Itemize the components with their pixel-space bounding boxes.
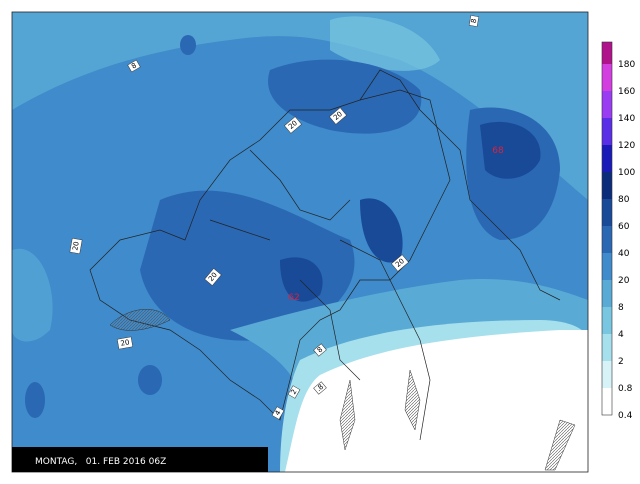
colorbar-label: 120 bbox=[618, 141, 635, 151]
colorbar-swatch bbox=[602, 172, 612, 199]
colorbar-swatch bbox=[602, 118, 612, 145]
caption: MONTAG, 01. FEB 2016 06Z bbox=[35, 457, 166, 467]
colorbar-swatch bbox=[602, 280, 612, 307]
colorbar-label: 160 bbox=[618, 87, 635, 97]
colorbar-swatch bbox=[602, 64, 612, 91]
colorbar-label: 140 bbox=[618, 114, 635, 124]
colorbar-label: 0.4 bbox=[618, 411, 633, 421]
contour-label: 20 bbox=[207, 271, 219, 283]
contour-label: 20 bbox=[332, 110, 344, 122]
colorbar-label: 8 bbox=[618, 303, 624, 313]
colorbar-label: 0.8 bbox=[618, 384, 633, 394]
colorbar-swatch bbox=[602, 334, 612, 361]
colorbar-label: 60 bbox=[618, 222, 630, 232]
colorbar-swatch bbox=[602, 145, 612, 172]
contour-label: 20 bbox=[120, 338, 130, 347]
colorbar: 0.4 0.8 2 4 8 20 40 60 80 100 120 140 160 180 bbox=[601, 41, 635, 421]
colorbar-swatch bbox=[602, 361, 612, 388]
colorbar-label: 2 bbox=[618, 357, 624, 367]
contour-label: 8 bbox=[316, 345, 325, 354]
colorbar-swatch bbox=[602, 226, 612, 253]
colorbar-swatch bbox=[602, 91, 612, 118]
colorbar-swatch bbox=[602, 199, 612, 226]
colorbar-swatch bbox=[602, 307, 612, 334]
contour-label: 20 bbox=[394, 257, 406, 269]
contour-labels: 8 8 20 20 20 20 20 20 8 .8 2 4 bbox=[69, 15, 480, 420]
colorbar-label: 80 bbox=[618, 195, 630, 205]
colorbar-label: 180 bbox=[618, 60, 635, 70]
caption-box bbox=[12, 447, 268, 472]
colorbar-label: 20 bbox=[618, 276, 630, 286]
contour-label: 8 bbox=[130, 61, 138, 70]
contour-label: 8 bbox=[470, 18, 479, 24]
contour-label: .8 bbox=[315, 383, 325, 393]
colorbar-swatch bbox=[602, 388, 612, 415]
contour-label: 2 bbox=[289, 388, 298, 396]
contour-label: 20 bbox=[71, 241, 80, 251]
contour-label: 4 bbox=[273, 409, 282, 417]
precip-field: 8 8 20 20 20 20 20 20 8 .8 2 4 68 62 bbox=[12, 12, 588, 472]
colorbar-frame bbox=[601, 41, 613, 416]
colorbar-swatch bbox=[602, 253, 612, 280]
colorbar-label: 100 bbox=[618, 168, 635, 178]
contour-label: 20 bbox=[287, 119, 299, 131]
max-label: 68 bbox=[492, 146, 504, 156]
colorbar-label: 4 bbox=[618, 330, 624, 340]
colorbar-swatch bbox=[602, 42, 612, 64]
max-label: 62 bbox=[288, 293, 299, 303]
colorbar-label: 40 bbox=[618, 249, 630, 259]
